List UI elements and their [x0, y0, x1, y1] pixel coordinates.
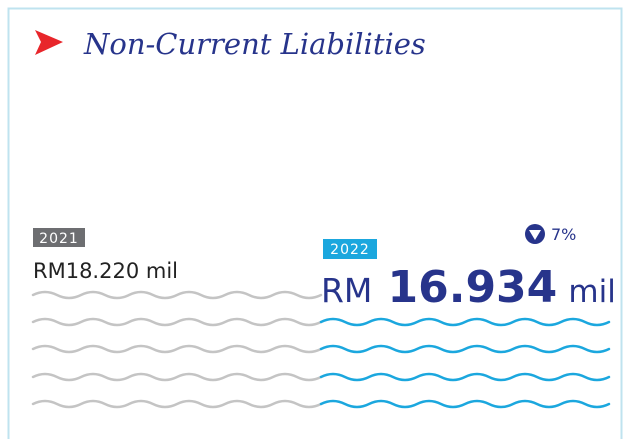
year-previous: 2021: [39, 231, 79, 247]
unit: mil: [568, 274, 615, 310]
wave: [31, 399, 323, 409]
wave: [31, 317, 323, 327]
year-badge-previous: [33, 228, 85, 247]
change: 7%: [551, 225, 576, 244]
waves: [31, 290, 611, 409]
amount-previous: RM18.220 mil: [33, 259, 178, 283]
wave: [31, 290, 323, 300]
title-arrow: [35, 30, 63, 55]
wave: [319, 344, 611, 354]
currency: RM: [321, 271, 372, 310]
wave: [31, 344, 323, 354]
wave: [319, 399, 611, 409]
card-border: [7, 7, 623, 439]
wave: [319, 317, 611, 327]
amount-current: RM 16.934 mil: [321, 262, 616, 313]
down-arrow: [529, 230, 541, 240]
wave: [319, 372, 611, 382]
year-current: 2022: [330, 242, 370, 258]
wave: [31, 372, 323, 382]
year-badge-current: [323, 239, 377, 259]
title: Non-Current Liabilities: [83, 27, 426, 61]
amount: 16.934: [388, 262, 558, 313]
